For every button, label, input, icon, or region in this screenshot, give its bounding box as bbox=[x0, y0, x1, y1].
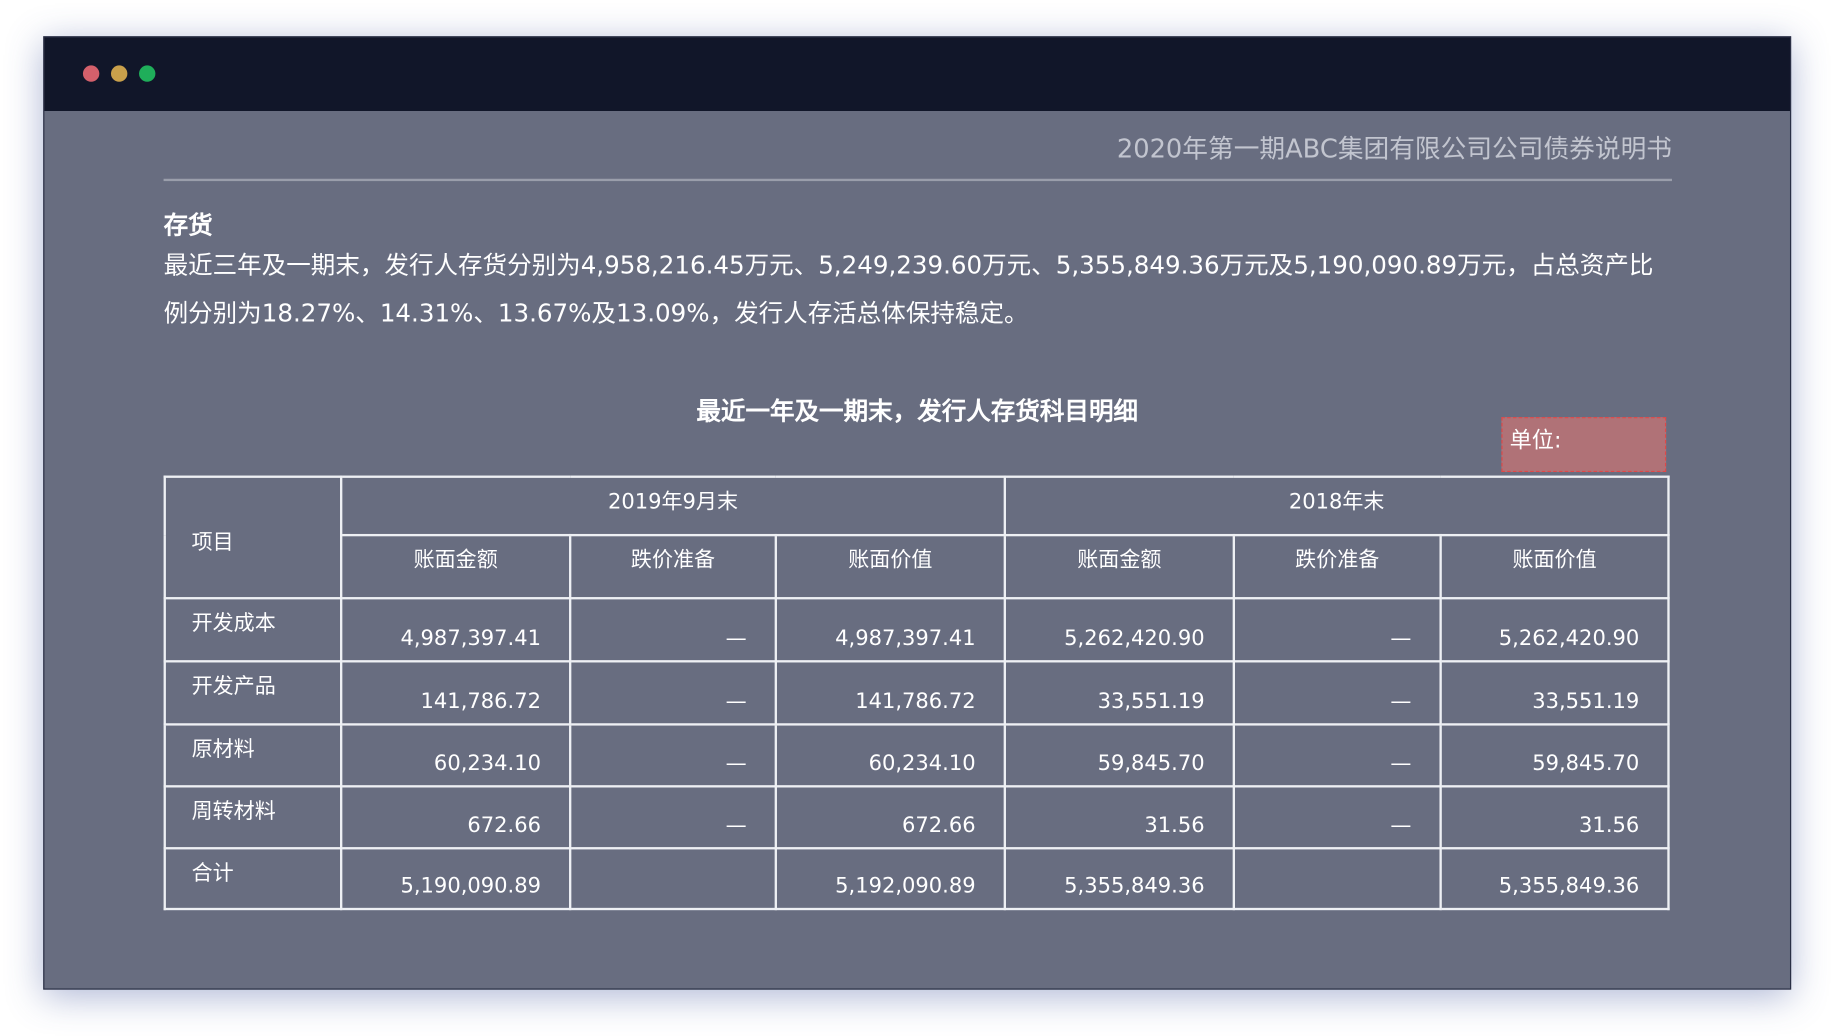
table-cell: 5,355,849.36 bbox=[1003, 847, 1235, 911]
row-label: 开发产品 bbox=[163, 660, 343, 726]
table-row: 合计 5,190,090.89 5,192,090.89 5,355,849.36 5,… bbox=[163, 847, 1670, 911]
table-cell: 4,987,397.41 bbox=[774, 597, 1006, 663]
table-cell: 5,262,420.90 bbox=[1003, 597, 1235, 663]
table-cell: — bbox=[1232, 597, 1442, 663]
table-cell: 31.56 bbox=[1003, 785, 1235, 850]
table-cell: 60,234.10 bbox=[340, 723, 572, 788]
table-row: 周转材料 672.66—672.66 31.56—31.56 bbox=[163, 785, 1670, 850]
table-cell: — bbox=[569, 723, 777, 788]
paragraph: 最近三年及一期末，发行人存货分别为4,958,216.45万元、5,249,23… bbox=[163, 251, 1654, 328]
section-title: 存货 bbox=[163, 211, 213, 240]
table-row: 开发成本 4,987,397.41—4,987,397.41 5,262,420.9… bbox=[163, 597, 1670, 663]
row-label: 原材料 bbox=[163, 723, 343, 788]
table-cell: — bbox=[569, 660, 777, 726]
table-cell bbox=[569, 847, 777, 911]
unit-label: 单位: bbox=[1501, 417, 1667, 473]
table-cell: 4,987,397.41 bbox=[340, 597, 572, 663]
table-cell: — bbox=[1232, 785, 1442, 850]
table-cell: — bbox=[1232, 723, 1442, 788]
table-cell: 141,786.72 bbox=[774, 660, 1006, 726]
table-cell: 59,845.70 bbox=[1439, 723, 1670, 788]
close-dot-icon[interactable] bbox=[82, 65, 100, 82]
table-cell: 5,262,420.90 bbox=[1439, 597, 1670, 663]
document-header: 2020年第一期ABC集团有限公司公司债券说明书 bbox=[1116, 135, 1672, 165]
table-row: 原材料 60,234.10—60,234.10 59,845.70—59,845.7… bbox=[163, 723, 1670, 788]
row-label: 周转材料 bbox=[163, 785, 343, 850]
column-header: 跌价准备 bbox=[1232, 533, 1442, 600]
table-cell: 672.66 bbox=[774, 785, 1006, 850]
maximize-dot-icon[interactable] bbox=[139, 65, 156, 82]
table-cell: 5,192,090.89 bbox=[774, 847, 1006, 911]
table-cell: 141,786.72 bbox=[340, 660, 572, 726]
header-divider bbox=[163, 178, 1672, 182]
table-cell: 60,234.10 bbox=[774, 723, 1006, 788]
column-header: 跌价准备 bbox=[569, 533, 777, 600]
column-header: 账面金额 bbox=[340, 533, 572, 600]
column-header: 账面价值 bbox=[1439, 533, 1670, 600]
title-bar bbox=[44, 37, 1790, 111]
table-cell bbox=[1232, 847, 1442, 911]
column-header: 账面价值 bbox=[774, 533, 1006, 600]
table-cell: — bbox=[569, 597, 777, 663]
table-cell: 33,551.19 bbox=[1003, 660, 1235, 726]
table-cell: — bbox=[1232, 660, 1442, 726]
group-header: 2018年末 bbox=[1003, 475, 1670, 537]
item-header: 项目 bbox=[163, 475, 343, 600]
column-header: 账面金额 bbox=[1003, 533, 1235, 600]
table-cell: 5,355,849.36 bbox=[1439, 847, 1670, 911]
table-row: 开发产品 141,786.72—141,786.72 33,551.19—33,55… bbox=[163, 660, 1670, 726]
table-cell: 672.66 bbox=[340, 785, 572, 850]
table-cell: 59,845.70 bbox=[1003, 723, 1235, 788]
table-cell: 31.56 bbox=[1439, 785, 1670, 850]
table-cell: 33,551.19 bbox=[1439, 660, 1670, 726]
minimize-dot-icon[interactable] bbox=[110, 65, 128, 82]
table-title: 最近一年及一期末，发行人存货科目明细 bbox=[696, 397, 1139, 426]
table-cell: 5,190,090.89 bbox=[340, 847, 572, 911]
row-label: 合计 bbox=[163, 847, 343, 911]
row-label: 开发成本 bbox=[163, 597, 343, 663]
document-window: 2020年第一期ABC集团有限公司公司债券说明书 存货 最近三年及一期末，发行人… bbox=[43, 36, 1792, 990]
table-cell: — bbox=[569, 785, 777, 850]
group-header: 2019年9月末 bbox=[340, 475, 1006, 537]
inventory-table: 项目 2019年9月末 2018年末 账面金额 跌价准备 账面价值 账面金额 跌价准备账… bbox=[163, 475, 1670, 911]
